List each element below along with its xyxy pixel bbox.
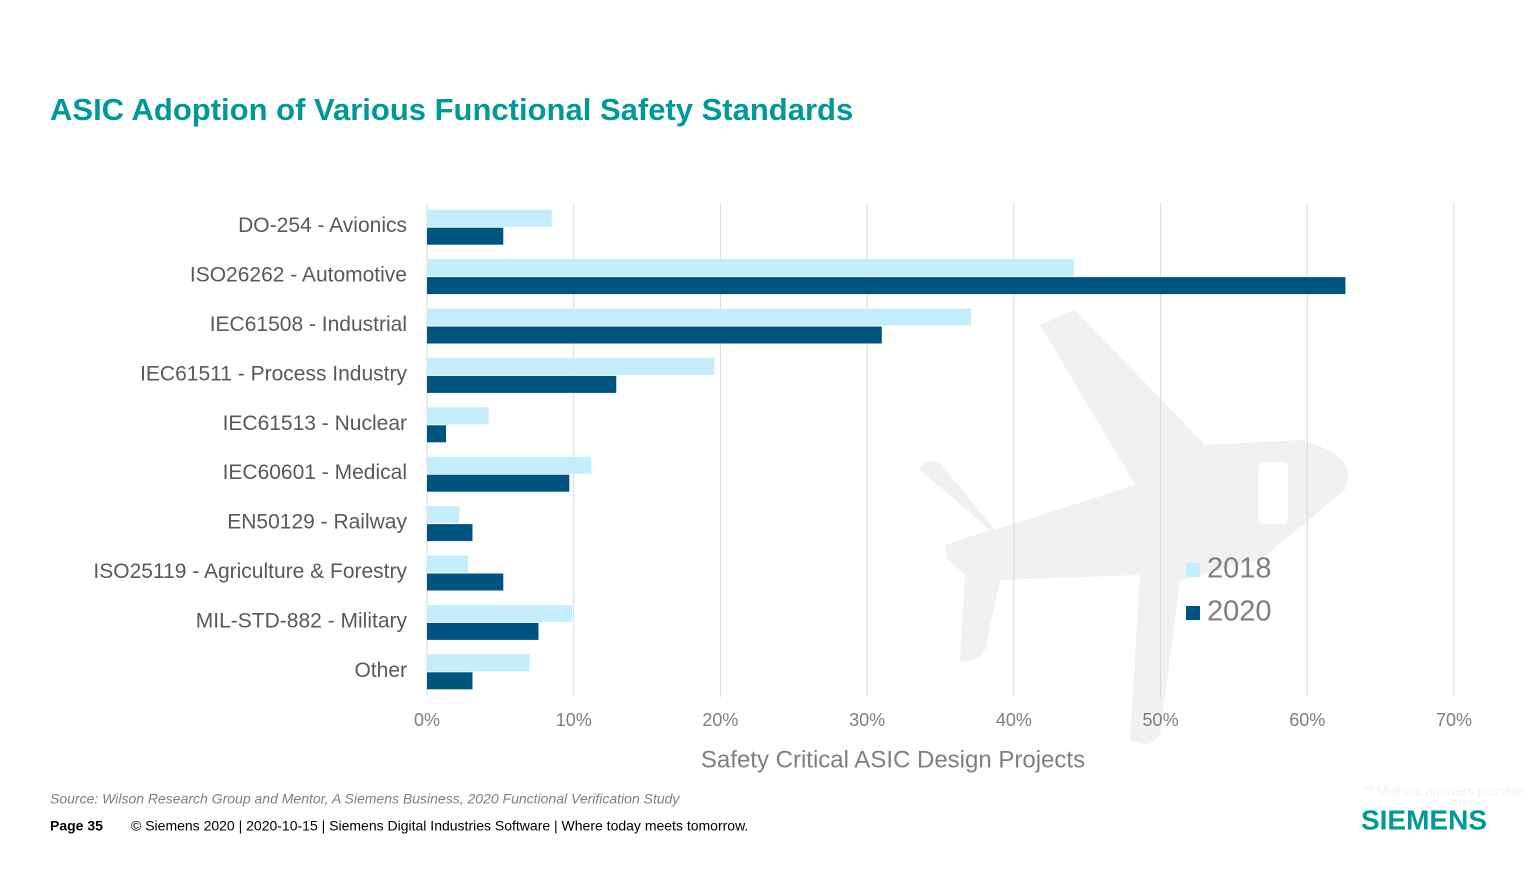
bar xyxy=(427,654,530,672)
y-tick-label: IEC61511 - Process Industry xyxy=(140,362,407,385)
y-tick-label: Other xyxy=(354,659,407,682)
bar xyxy=(427,407,489,425)
bar xyxy=(427,506,460,524)
bar xyxy=(427,259,1075,277)
x-tick-label: 40% xyxy=(996,710,1032,730)
legend-label: 2020 xyxy=(1207,596,1272,628)
bar xyxy=(427,209,552,227)
legend-label: 2018 xyxy=(1207,553,1272,585)
x-tick-label: 0% xyxy=(414,710,440,730)
airplane-watermark xyxy=(920,310,1348,744)
y-tick-label: IEC60601 - Medical xyxy=(223,461,407,484)
bar xyxy=(427,227,504,245)
bar xyxy=(427,622,539,640)
page-number: Page 35 xyxy=(50,818,103,834)
bar xyxy=(427,474,570,492)
bar xyxy=(427,555,469,573)
bar xyxy=(427,425,447,443)
logo: SIEMENS xyxy=(1361,804,1487,835)
bar xyxy=(427,524,473,542)
chart-title: ASIC Adoption of Various Functional Safe… xyxy=(50,92,853,127)
bar xyxy=(427,326,882,344)
legend-swatch xyxy=(1186,563,1200,577)
bar xyxy=(427,357,715,375)
y-tick-label: EN50129 - Railway xyxy=(227,511,407,534)
copyright: © Siemens 2020 | 2020-10-15 | Siemens Di… xyxy=(131,818,748,834)
note: ** Multiple answers possible xyxy=(1363,783,1525,798)
x-tick-label: 10% xyxy=(556,710,592,730)
bar xyxy=(427,277,1346,295)
y-tick-label: MIL-STD-882 - Military xyxy=(196,609,408,632)
y-tick-label: DO-254 - Avionics xyxy=(238,214,407,237)
y-tick-label: ISO25119 - Agriculture & Forestry xyxy=(93,560,407,583)
legend-swatch xyxy=(1186,606,1200,620)
x-tick-label: 30% xyxy=(849,710,885,730)
y-tick-label: IEC61513 - Nuclear xyxy=(223,412,407,435)
x-tick-label: 70% xyxy=(1436,710,1472,730)
x-axis-label: Safety Critical ASIC Design Projects xyxy=(701,746,1085,773)
x-tick-label: 20% xyxy=(702,710,738,730)
bar xyxy=(427,308,972,326)
bar xyxy=(427,672,473,690)
bar xyxy=(427,456,592,474)
y-tick-label: IEC61508 - Industrial xyxy=(210,313,407,336)
source: Source: Wilson Research Group and Mentor… xyxy=(50,791,680,807)
bar xyxy=(427,573,504,591)
y-tick-label: ISO26262 - Automotive xyxy=(190,264,407,287)
bar xyxy=(427,604,573,622)
airplane-window xyxy=(1258,462,1288,524)
x-tick-label: 60% xyxy=(1289,710,1325,730)
x-tick-label: 50% xyxy=(1143,710,1179,730)
bar xyxy=(427,375,617,393)
